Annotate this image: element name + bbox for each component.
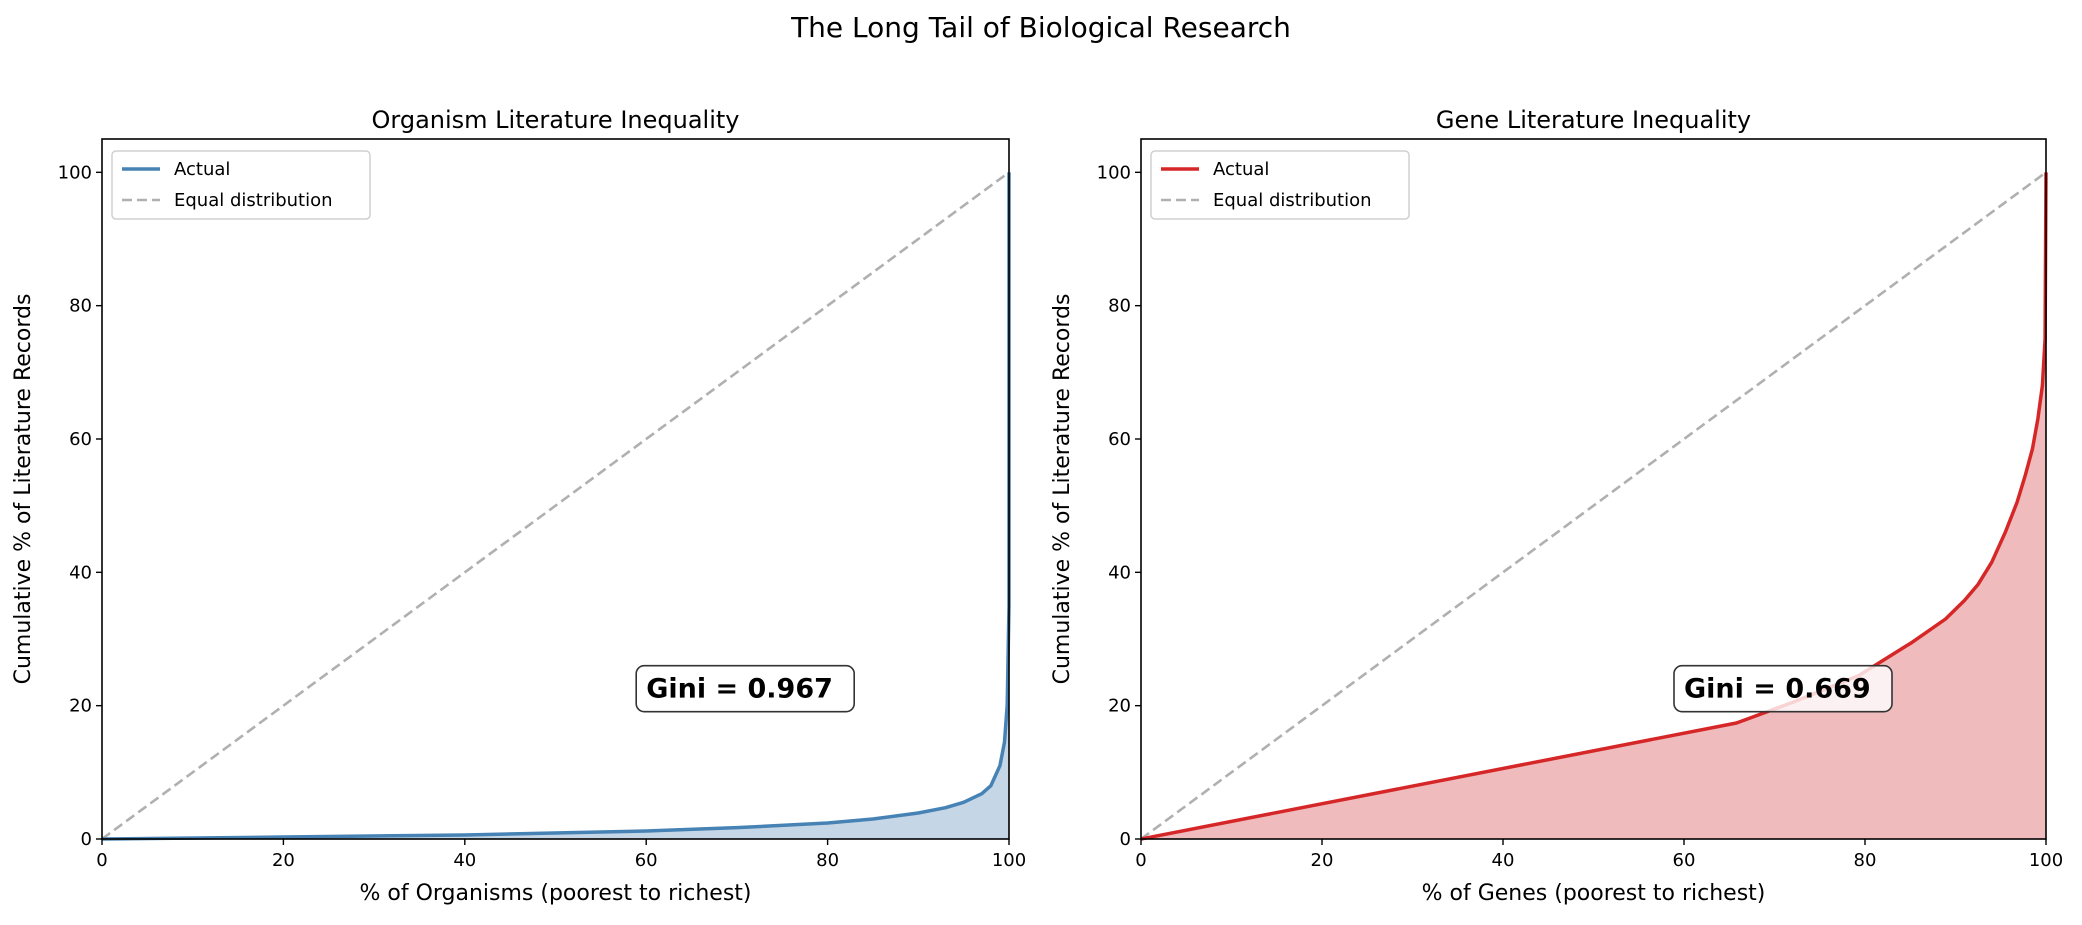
legend-frame	[111, 150, 371, 220]
y-tick-label: 0	[1120, 829, 1131, 850]
y-axis-label: Cumulative % of Literature Records	[11, 294, 36, 685]
x-tick-label: 100	[2029, 850, 2063, 871]
gini-label: Gini = 0.669	[1684, 674, 1871, 705]
x-tick-label: 100	[992, 850, 1026, 871]
y-tick-label: 40	[69, 562, 92, 583]
x-tick-label: 20	[1311, 850, 1334, 871]
x-tick-label: 60	[1673, 850, 1696, 871]
gini-annotation: Gini = 0.967	[635, 664, 856, 713]
y-tick-label: 60	[1108, 429, 1131, 450]
x-tick-label: 80	[816, 850, 839, 871]
gini-box	[1673, 664, 1893, 713]
y-tick-label: 60	[69, 429, 92, 450]
legend-equal-label: Equal distribution	[174, 190, 333, 211]
x-tick-label: 40	[1492, 850, 1515, 871]
x-tick-label: 80	[1854, 850, 1877, 871]
x-tick-label: 20	[272, 850, 295, 871]
x-tick-label: 0	[1135, 850, 1146, 871]
legend-actual-label: Actual	[1213, 159, 1269, 180]
subplot-title: Gene Literature Inequality	[1436, 106, 1751, 134]
equal-distribution-line	[1140, 171, 2047, 841]
y-tick-label: 80	[1108, 296, 1131, 317]
legend-equal-label: Equal distribution	[1213, 190, 1372, 211]
legend-frame	[1150, 150, 1410, 220]
axes-frame	[101, 138, 1010, 840]
y-tick-label: 40	[1108, 562, 1131, 583]
x-axis-label: % of Genes (poorest to richest)	[1422, 881, 1766, 906]
subplot-2: 0 20 40 60 80 100 0 20 40 60 80 100 Gene Literature …	[1050, 106, 2063, 906]
legend-actual-label: Actual	[174, 159, 230, 180]
y-tick-label: 100	[1097, 162, 1131, 183]
x-axis-label: % of Organisms (poorest to richest)	[359, 881, 751, 906]
subplot-title: Organism Literature Inequality	[372, 106, 740, 134]
x-tick-label: 40	[453, 850, 476, 871]
gini-annotation: Gini = 0.669	[1673, 664, 1893, 713]
y-tick-label: 100	[58, 162, 92, 183]
y-axis-label: Cumulative % of Literature Records	[1050, 294, 1075, 685]
equal-distribution-line	[101, 171, 1010, 841]
y-tick-label: 20	[69, 696, 92, 717]
gini-box	[635, 664, 856, 713]
y-tick-label: 0	[81, 829, 92, 850]
x-tick-label: 0	[96, 850, 107, 871]
gini-label: Gini = 0.967	[646, 674, 833, 705]
actual-area-fill	[1141, 172, 2046, 840]
x-tick-label: 60	[635, 850, 658, 871]
actual-line	[101, 172, 1011, 841]
figure-title: The Long Tail of Biological Research	[790, 11, 1291, 44]
y-tick-label: 80	[69, 296, 92, 317]
legend: Actual Equal distribution	[1150, 150, 1410, 220]
legend: Actual Equal distribution	[111, 150, 371, 220]
subplot-1: 0 20 40 60 80 100 0 20 40 60 80 100 Organism Literat…	[11, 106, 1026, 906]
axes-frame	[1140, 138, 2047, 840]
y-tick-label: 20	[1108, 696, 1131, 717]
